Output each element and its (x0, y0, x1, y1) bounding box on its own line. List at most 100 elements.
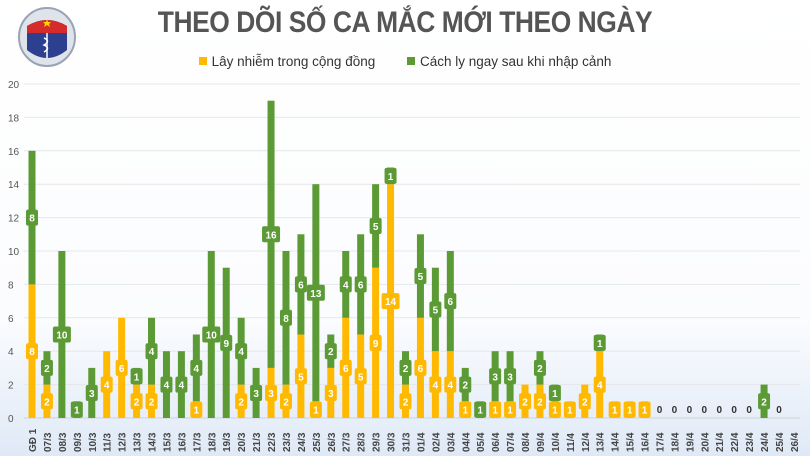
data-label: 8 (29, 214, 35, 225)
y-tick-label: 4 (8, 347, 14, 358)
zero-label: 0 (702, 405, 708, 416)
x-tick-label: 25/4 (775, 432, 786, 452)
x-tick-label: 10/3 (88, 432, 99, 452)
data-label-box (306, 284, 325, 301)
data-label: 1 (612, 406, 618, 417)
x-tick-label: 14/4 (611, 432, 622, 452)
y-tick-label: 0 (8, 414, 14, 425)
x-tick-label: 24/4 (760, 432, 771, 452)
data-label: 5 (373, 222, 379, 233)
data-label-box (548, 401, 561, 418)
data-label: 1 (492, 406, 498, 417)
x-tick-label: 31/3 (402, 432, 413, 452)
data-label-box (235, 343, 248, 360)
data-label: 1 (642, 406, 648, 417)
legend: Lây nhiễm trong cộng đồng Cách ly ngay s… (0, 53, 810, 69)
data-label: 10 (56, 331, 68, 342)
x-tick-label: 14/3 (148, 432, 159, 452)
legend-item-community: Lây nhiễm trong cộng đồng (198, 54, 375, 69)
data-label: 4 (194, 364, 200, 375)
data-label-box (578, 393, 591, 410)
data-label: 10 (206, 331, 218, 342)
data-label: 5 (358, 372, 364, 383)
x-tick-label: 16/4 (641, 432, 652, 452)
data-label: 6 (358, 280, 364, 291)
x-tick-label: 13/4 (596, 432, 607, 452)
data-label: 1 (313, 406, 319, 417)
data-label-box (414, 359, 427, 376)
data-label-box (638, 401, 651, 418)
data-label: 1 (462, 406, 468, 417)
x-tick-label: 23/3 (282, 432, 293, 452)
x-tick-label: 23/4 (745, 432, 756, 452)
data-label-box (190, 359, 203, 376)
data-label: 3 (507, 372, 513, 383)
data-label-box (26, 343, 38, 360)
data-label: 6 (119, 364, 125, 375)
data-label: 5 (418, 272, 424, 283)
x-tick-label: 13/3 (133, 432, 144, 452)
data-label: 3 (253, 389, 259, 400)
data-label-box (489, 401, 502, 418)
data-label: 5 (298, 372, 304, 383)
data-label-box (608, 401, 621, 418)
y-tick-label: 10 (8, 247, 20, 258)
x-tick-label: 18/3 (207, 432, 218, 452)
data-label-box (369, 217, 382, 234)
x-tick-label: 28/3 (357, 432, 368, 452)
data-label: 4 (238, 347, 244, 358)
x-tick-label: GĐ 1 (28, 428, 39, 452)
data-label-box (384, 167, 397, 184)
x-tick-label: 12/4 (581, 432, 592, 452)
data-label-box (519, 393, 532, 410)
data-label-box (369, 334, 382, 351)
zero-label: 0 (672, 405, 678, 416)
data-label-box (489, 368, 502, 385)
ministry-of-health-logo (14, 6, 80, 73)
x-tick-label: 20/4 (700, 432, 711, 452)
data-label-box (324, 343, 337, 360)
data-label: 2 (462, 381, 468, 392)
data-label-box (414, 268, 427, 285)
data-label: 9 (223, 339, 229, 350)
zero-label: 0 (776, 405, 782, 416)
x-tick-label: 12/3 (118, 432, 129, 452)
data-label-box (52, 326, 71, 343)
data-label-box (324, 384, 337, 401)
x-tick-label: 08/3 (58, 432, 69, 452)
data-label: 14 (385, 297, 397, 308)
y-tick-label: 20 (8, 80, 20, 91)
data-label: 1 (552, 389, 558, 400)
data-label-box (504, 368, 517, 385)
data-label-box (593, 334, 606, 351)
data-label: 4 (597, 381, 603, 392)
x-tick-label: 07/3 (43, 432, 54, 452)
data-label: 2 (44, 397, 50, 408)
data-label-box (459, 401, 472, 418)
data-label-box (504, 401, 517, 418)
data-label: 8 (283, 314, 289, 325)
data-label: 2 (403, 397, 409, 408)
x-tick-label: 05/4 (476, 432, 487, 452)
x-tick-label: 09/3 (73, 432, 84, 452)
zero-label: 0 (657, 405, 663, 416)
data-label-box (115, 359, 128, 376)
data-label: 9 (373, 339, 379, 350)
data-label-box (40, 359, 53, 376)
zero-label: 0 (746, 405, 752, 416)
x-tick-label: 16/3 (177, 432, 188, 452)
data-label-box (563, 401, 576, 418)
data-label-box (250, 384, 263, 401)
y-tick-label: 2 (8, 381, 14, 392)
data-label-box (399, 393, 412, 410)
x-tick-label: 08/4 (521, 432, 532, 452)
data-label: 2 (238, 397, 244, 408)
x-tick-label: 10/4 (551, 432, 562, 452)
data-label-box (130, 368, 143, 385)
data-label: 2 (582, 397, 588, 408)
data-label: 4 (149, 347, 155, 358)
data-label: 13 (310, 289, 322, 300)
data-label-box (70, 401, 83, 418)
data-label-box (444, 376, 457, 393)
data-label-box (40, 393, 53, 410)
